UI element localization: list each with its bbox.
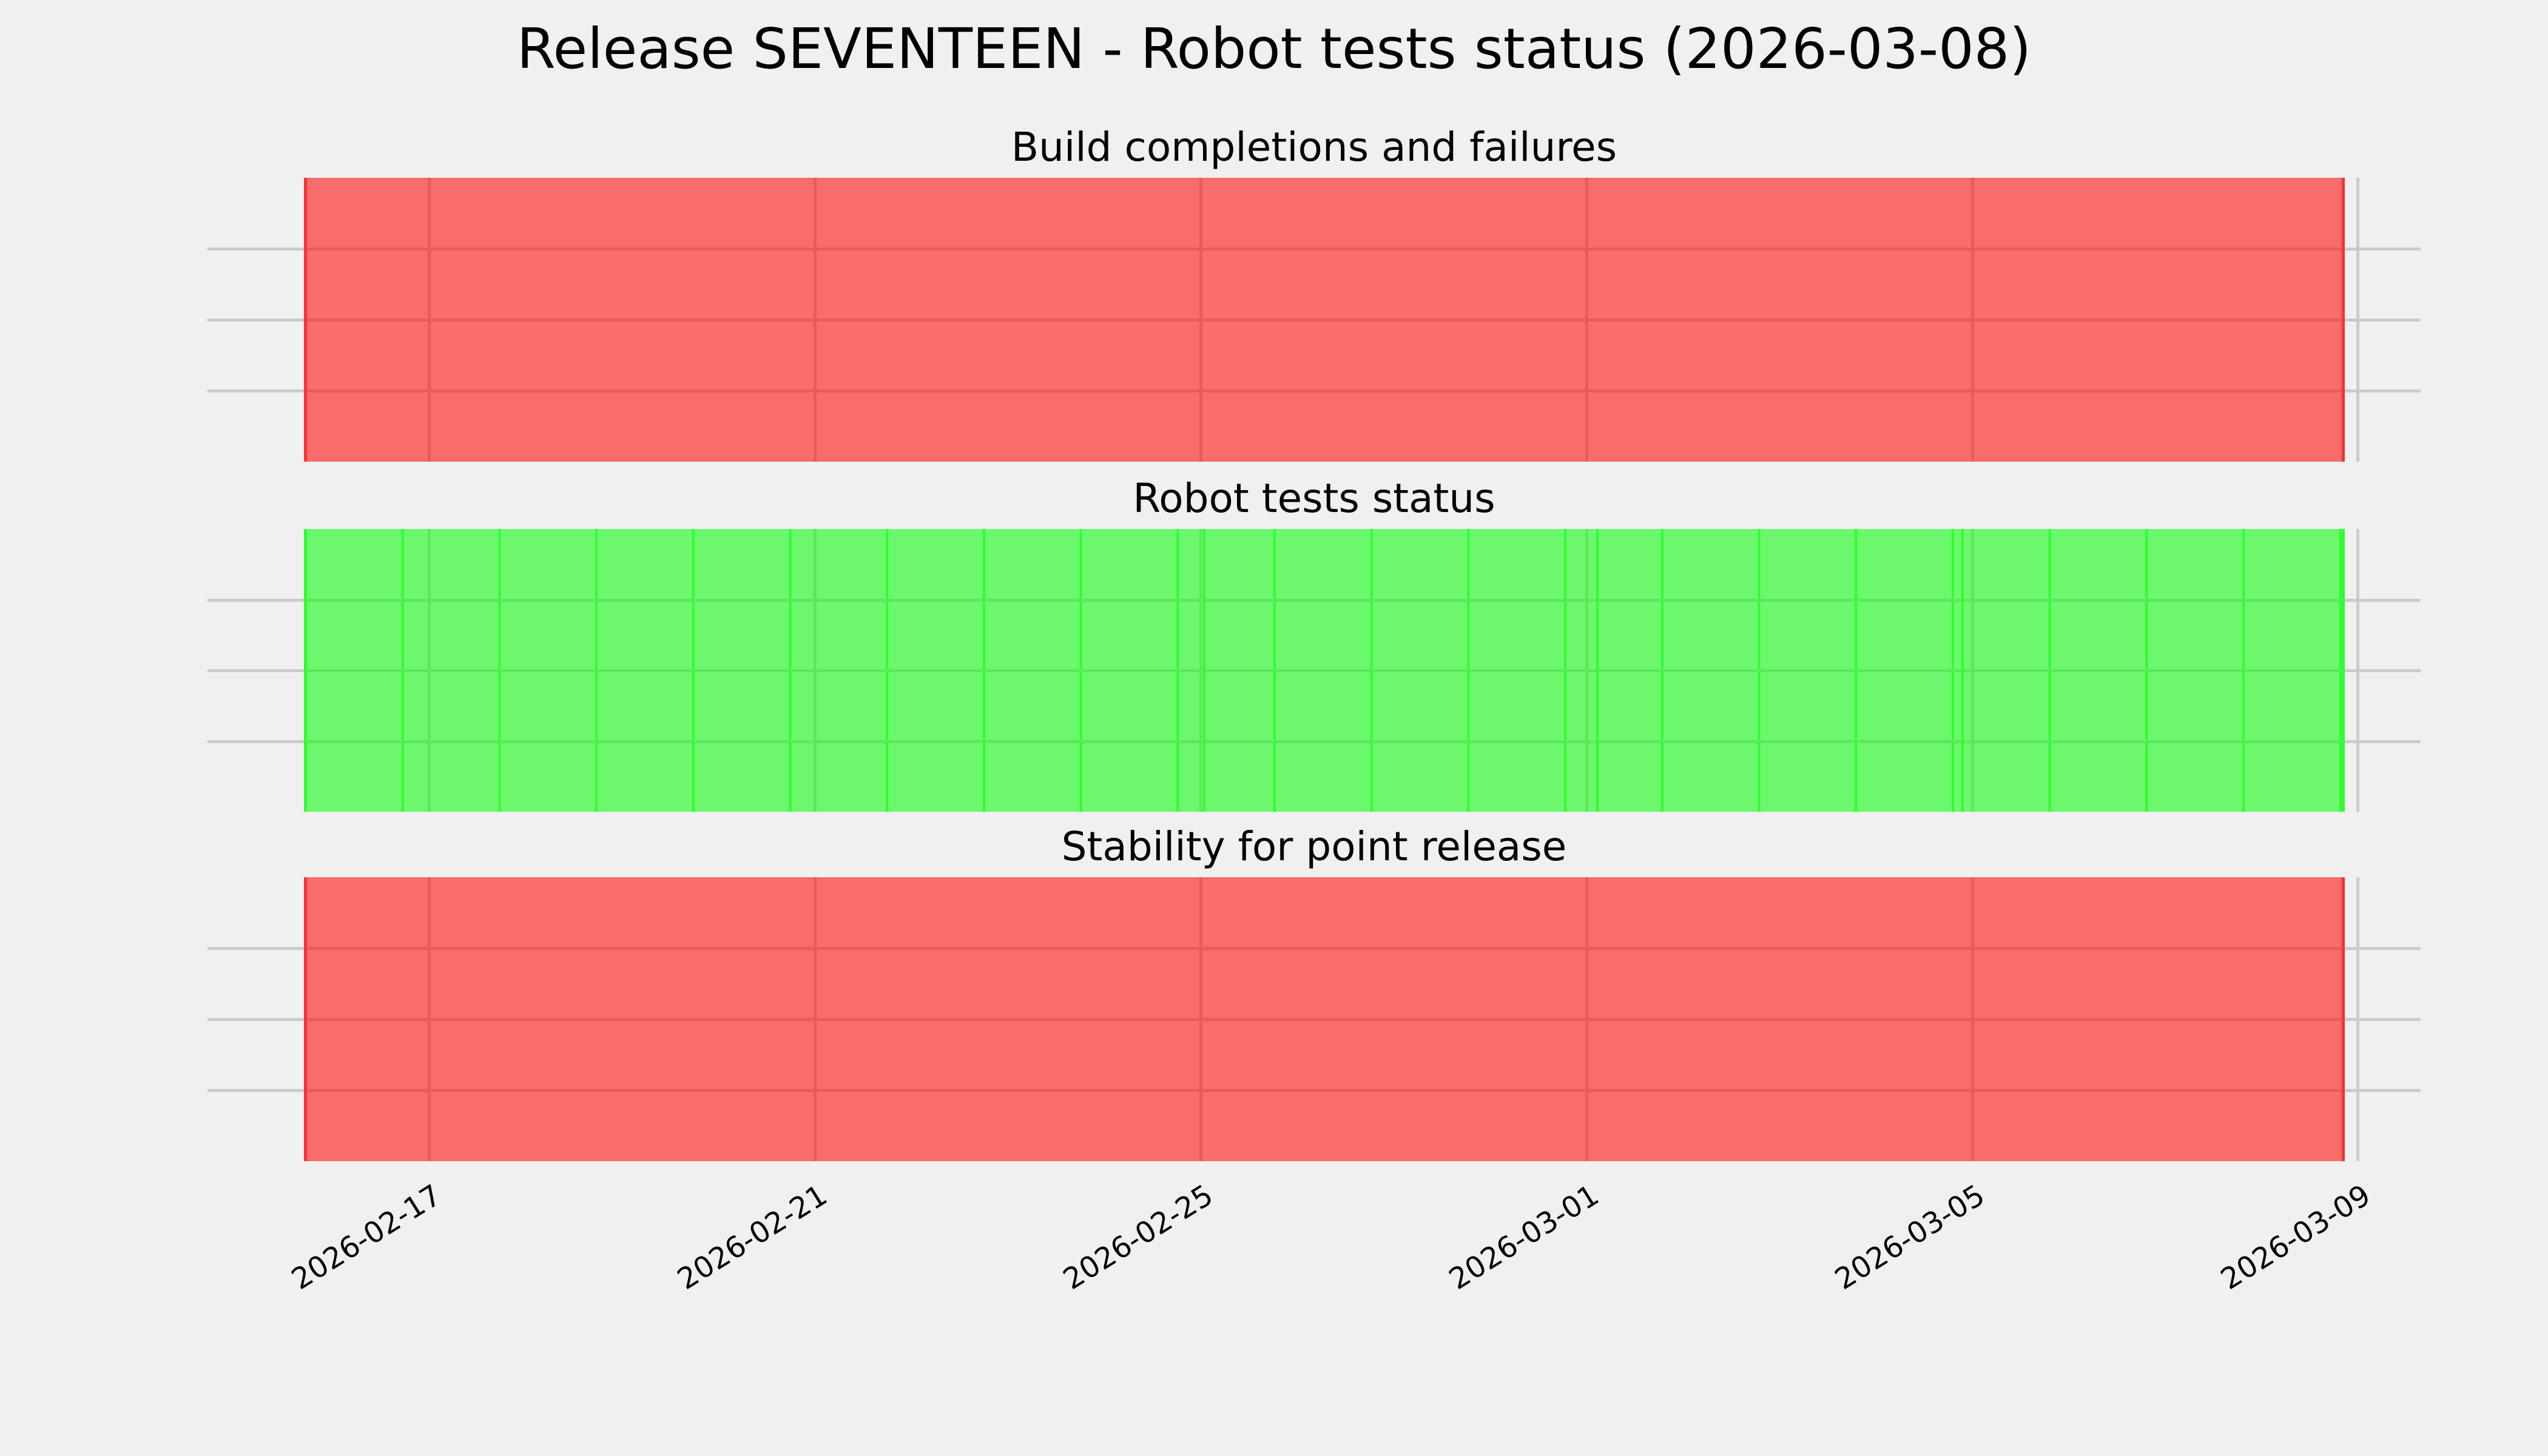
y-gridline-through-bar (307, 947, 2342, 950)
x-gridline-through-bar (1585, 877, 1588, 1161)
x-gridline-through-bar (428, 178, 431, 462)
axes-build (207, 178, 2421, 462)
axes-stability (207, 877, 2421, 1161)
x-gridline-2026-03-09 (2356, 178, 2359, 462)
x-gridline-through-bar (1971, 529, 1974, 812)
x-gridline-through-bar (428, 877, 431, 1161)
y-gridline-through-bar (307, 1018, 2342, 1021)
status-bar-build-failing (304, 178, 2345, 462)
status-bar-robot-passing (304, 529, 2345, 812)
x-gridline-through-bar (1585, 529, 1588, 812)
x-gridline-through-bar (1199, 877, 1202, 1161)
x-gridline-through-bar (814, 529, 817, 812)
x-tick-label: 2026-03-01 (1443, 1178, 1605, 1297)
x-gridline-through-bar (428, 529, 431, 812)
x-tick-label: 2026-02-21 (671, 1178, 834, 1297)
segment-seam (1961, 529, 1964, 812)
x-gridline-through-bar (1971, 178, 1974, 462)
x-gridline-2026-03-09 (2356, 877, 2359, 1161)
figure-title: Release SEVENTEEN - Robot tests status (… (516, 16, 2032, 81)
x-gridline-through-bar (1199, 178, 1202, 462)
x-gridline-through-bar (1585, 178, 1588, 462)
y-gridline-through-bar (307, 1089, 2342, 1092)
x-gridline-through-bar (814, 877, 817, 1161)
x-gridline-through-bar (1199, 529, 1202, 812)
y-gridline-through-bar (307, 598, 2342, 602)
x-gridline-2026-03-09 (2356, 529, 2359, 812)
x-tick-label: 2026-02-17 (285, 1178, 448, 1297)
y-gridline-through-bar (307, 389, 2342, 393)
subplot-title-robot: Robot tests status (1133, 475, 1495, 522)
subplot-title-stability: Stability for point release (1061, 823, 1567, 870)
x-gridline-through-bar (1971, 877, 1974, 1161)
y-gridline-through-bar (307, 318, 2342, 322)
y-gridline-through-bar (307, 669, 2342, 672)
x-tick-label: 2026-02-25 (1057, 1178, 1219, 1297)
segment-seam (1203, 529, 1205, 812)
y-gridline-through-bar (307, 248, 2342, 251)
segment-seam (1596, 529, 1599, 812)
x-tick-label: 2026-03-05 (1828, 1178, 1991, 1297)
axes-robot (207, 529, 2421, 812)
x-gridline-through-bar (814, 178, 817, 462)
subplot-title-build: Build completions and failures (1011, 124, 1617, 170)
status-bar-stability-failing (304, 877, 2345, 1161)
x-tick-label: 2026-03-09 (2214, 1178, 2377, 1297)
y-gridline-through-bar (307, 740, 2342, 743)
